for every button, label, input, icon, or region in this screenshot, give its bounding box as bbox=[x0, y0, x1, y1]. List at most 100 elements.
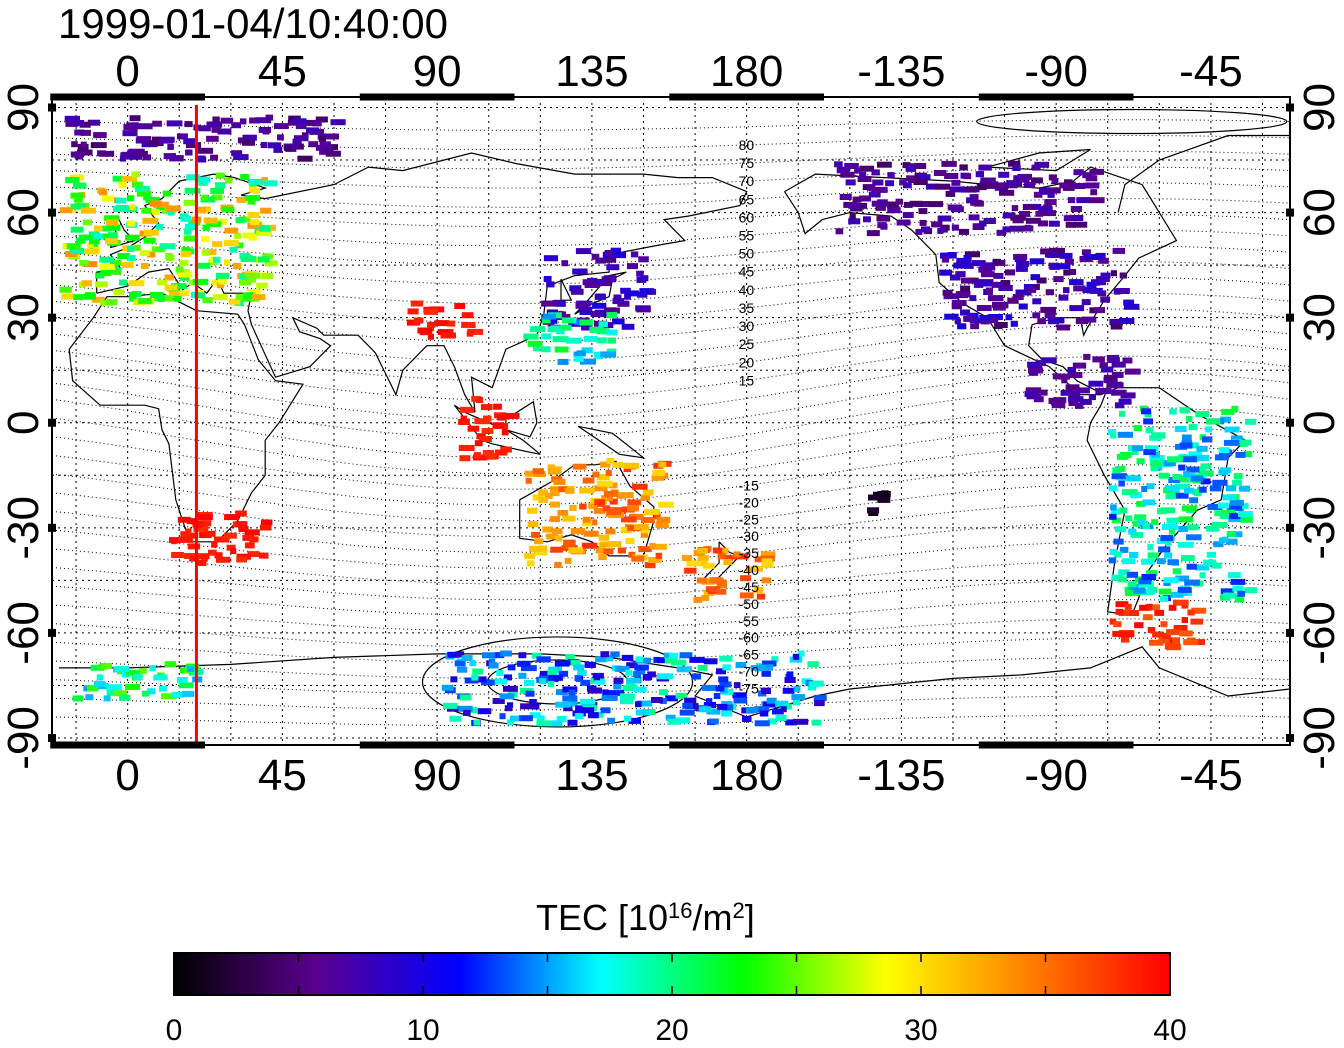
tec-point bbox=[1029, 258, 1045, 265]
tec-point bbox=[1088, 380, 1104, 387]
tec-point bbox=[167, 209, 175, 216]
coastline bbox=[577, 425, 646, 459]
tec-point bbox=[973, 281, 984, 288]
tec-point bbox=[708, 718, 719, 725]
tec-point bbox=[682, 702, 693, 709]
tec-point bbox=[1032, 298, 1042, 305]
tec-point bbox=[538, 678, 547, 685]
tec-point bbox=[187, 532, 199, 539]
tec-point bbox=[488, 662, 499, 669]
longitude-label: -45 bbox=[1179, 751, 1243, 800]
tec-point bbox=[179, 536, 193, 543]
tec-point bbox=[59, 286, 72, 293]
mag-lat-label: 20 bbox=[739, 354, 755, 370]
tec-point bbox=[504, 412, 520, 419]
tec-point bbox=[1119, 318, 1135, 324]
tec-point bbox=[1047, 318, 1059, 325]
tec-point bbox=[1108, 557, 1117, 564]
tec-point bbox=[641, 527, 650, 534]
tec-point bbox=[1227, 572, 1241, 579]
tec-point bbox=[693, 596, 703, 603]
tec-point bbox=[169, 155, 184, 162]
tec-point bbox=[1038, 187, 1051, 194]
tec-point bbox=[1040, 248, 1052, 255]
tec-point bbox=[547, 326, 562, 333]
tec-point bbox=[762, 660, 777, 667]
map-title: 1999-01-04/10:40:00 bbox=[58, 0, 448, 47]
tec-point bbox=[885, 180, 895, 187]
tec-point bbox=[306, 127, 320, 134]
tec-point bbox=[1217, 502, 1230, 509]
tec-point bbox=[1069, 279, 1084, 286]
tec-point bbox=[80, 129, 91, 136]
tec-point bbox=[1114, 402, 1125, 409]
tec-point bbox=[94, 680, 106, 687]
tec-point bbox=[520, 703, 536, 710]
tec-point bbox=[244, 542, 255, 549]
colorbar-tick-label: 10 bbox=[406, 1014, 439, 1047]
tec-point bbox=[1141, 486, 1148, 492]
tec-point bbox=[549, 486, 560, 493]
map-frame bbox=[51, 96, 1291, 746]
tec-point bbox=[1037, 318, 1046, 325]
tec-point bbox=[71, 120, 85, 126]
tec-point bbox=[583, 335, 598, 342]
tec-point bbox=[960, 309, 970, 316]
tec-point bbox=[613, 683, 622, 690]
tec-point bbox=[615, 252, 627, 259]
tec-point bbox=[1206, 551, 1216, 558]
tec-point bbox=[1116, 453, 1129, 460]
tec-point bbox=[659, 698, 667, 704]
mag-contour bbox=[52, 541, 1290, 585]
tec-point bbox=[447, 320, 456, 327]
tec-point bbox=[69, 248, 85, 254]
tec-point bbox=[138, 298, 152, 304]
tec-point bbox=[556, 716, 567, 722]
tec-point bbox=[980, 318, 990, 325]
tec-point bbox=[759, 710, 769, 717]
tec-point bbox=[1139, 589, 1155, 595]
tec-point bbox=[499, 713, 506, 720]
tec-point bbox=[1186, 416, 1193, 422]
tec-point bbox=[1062, 184, 1075, 191]
latitude-label: 30 bbox=[1295, 293, 1344, 342]
tec-point bbox=[520, 665, 537, 672]
tec-point bbox=[960, 285, 971, 292]
tec-point bbox=[626, 677, 641, 684]
tec-point bbox=[651, 474, 664, 481]
tec-point bbox=[1083, 254, 1099, 260]
tec-point bbox=[1182, 434, 1192, 441]
tec-point bbox=[539, 670, 548, 677]
tec-point bbox=[580, 358, 596, 365]
tec-point bbox=[1012, 165, 1020, 171]
tec-point bbox=[733, 697, 748, 704]
tec-point bbox=[454, 303, 466, 309]
tec-point bbox=[1237, 511, 1253, 517]
tec-point bbox=[916, 201, 931, 207]
tec-point bbox=[534, 549, 548, 556]
mag-lat-label: 65 bbox=[739, 191, 755, 207]
tec-point bbox=[87, 242, 94, 248]
tec-point bbox=[1198, 470, 1214, 477]
tec-point bbox=[579, 503, 587, 510]
tec-point bbox=[716, 668, 726, 675]
tec-point bbox=[581, 324, 591, 331]
tec-point bbox=[543, 255, 558, 262]
tec-point bbox=[1089, 197, 1105, 204]
tec-point bbox=[330, 144, 338, 151]
tec-point bbox=[247, 212, 260, 218]
tec-point bbox=[793, 686, 801, 693]
tec-point bbox=[255, 117, 272, 124]
tec-point bbox=[1052, 373, 1060, 380]
tec-point bbox=[1036, 277, 1047, 284]
tec-point bbox=[1119, 272, 1128, 279]
tec-point bbox=[772, 708, 784, 715]
tec-point bbox=[943, 293, 960, 300]
tec-point bbox=[775, 700, 789, 707]
tec-point bbox=[1023, 182, 1036, 188]
tec-point bbox=[844, 163, 859, 169]
mag-lat-label: 40 bbox=[739, 282, 755, 298]
tec-point bbox=[1118, 569, 1130, 576]
tec-point bbox=[104, 215, 120, 222]
tec-point bbox=[1190, 618, 1204, 625]
